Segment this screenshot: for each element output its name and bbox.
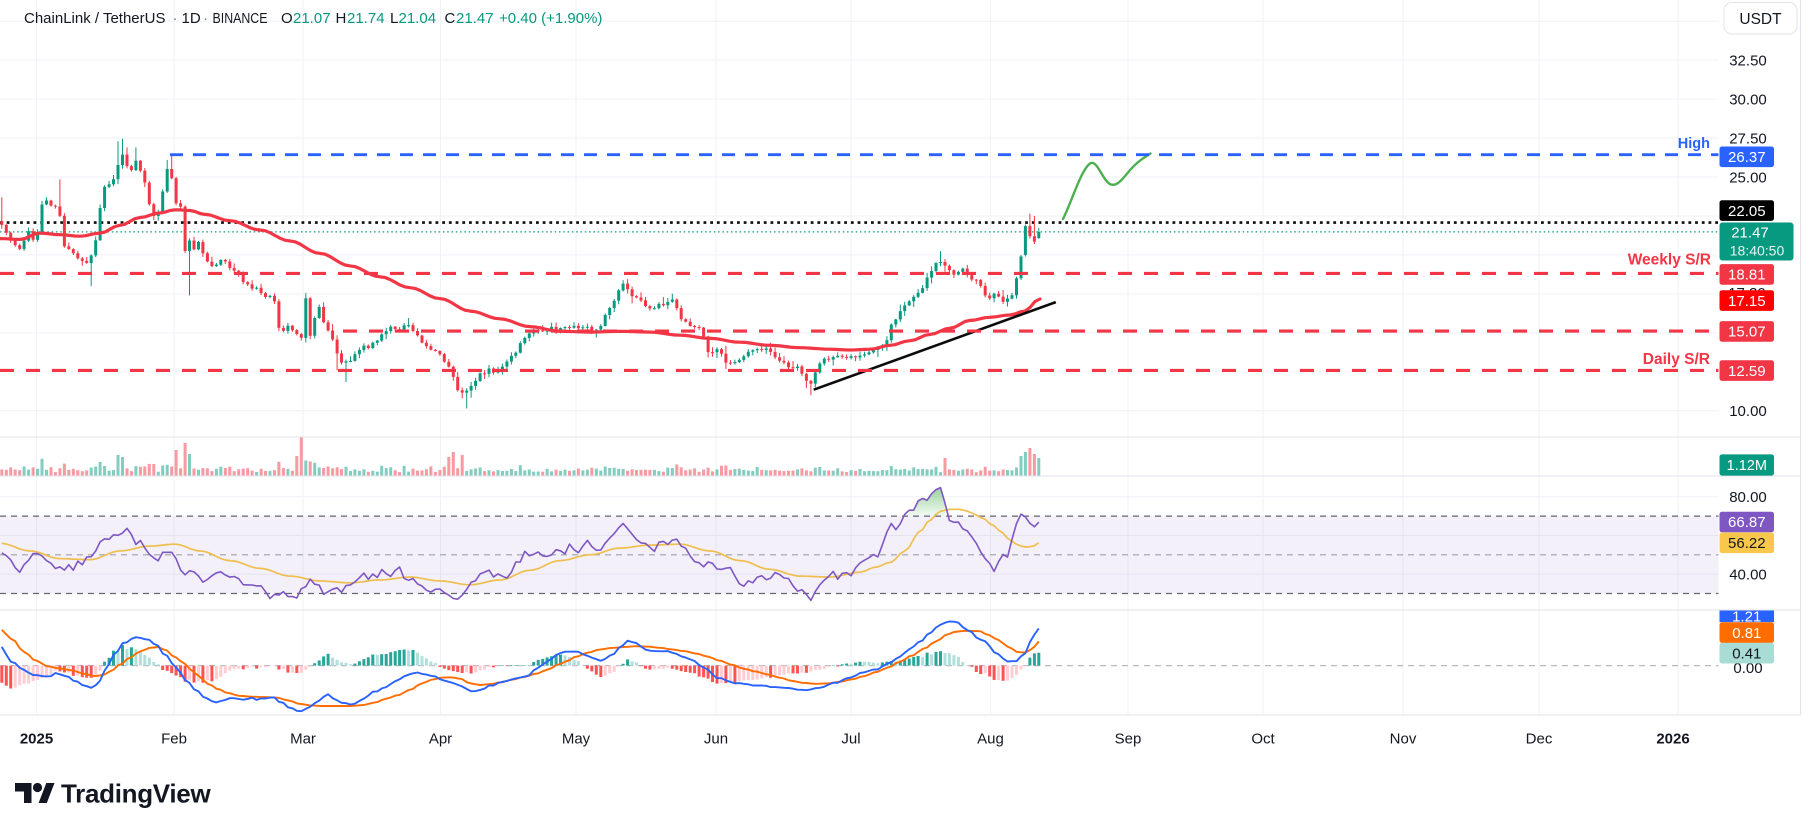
svg-text:32.50: 32.50 [1729, 52, 1767, 69]
svg-text:26.37: 26.37 [1728, 149, 1766, 166]
svg-text:Daily S/R: Daily S/R [1643, 351, 1710, 368]
svg-text:0.41: 0.41 [1732, 646, 1761, 663]
svg-text:1.21: 1.21 [1732, 608, 1761, 625]
svg-text:Oct: Oct [1251, 731, 1275, 748]
svg-text:0.81: 0.81 [1732, 625, 1761, 642]
svg-text:0.00: 0.00 [1733, 660, 1762, 677]
svg-text:USDT: USDT [1739, 11, 1782, 28]
svg-text:Jun: Jun [704, 731, 728, 748]
svg-text:18:40:50: 18:40:50 [1730, 243, 1785, 259]
svg-text:High: High [1678, 136, 1710, 152]
svg-text:66.87: 66.87 [1728, 514, 1766, 531]
svg-text:Mar: Mar [290, 731, 316, 748]
svg-text:15.07: 15.07 [1728, 324, 1766, 341]
svg-text:TradingView: TradingView [61, 779, 211, 809]
svg-text:30.00: 30.00 [1729, 91, 1767, 108]
svg-text:Dec: Dec [1526, 731, 1553, 748]
svg-text:Jul: Jul [841, 731, 860, 748]
svg-text:Sep: Sep [1115, 731, 1142, 748]
svg-text:Weekly S/R: Weekly S/R [1628, 252, 1711, 269]
svg-text:56.22: 56.22 [1728, 535, 1766, 552]
svg-text:27.50: 27.50 [1729, 130, 1767, 147]
svg-text:22.05: 22.05 [1728, 203, 1766, 220]
svg-text:1.12M: 1.12M [1727, 458, 1767, 474]
svg-text:May: May [562, 731, 591, 748]
svg-text:2025: 2025 [20, 731, 53, 748]
svg-text:10.00: 10.00 [1729, 403, 1767, 420]
svg-text:Feb: Feb [161, 731, 187, 748]
svg-text:80.00: 80.00 [1729, 489, 1767, 506]
svg-text:Nov: Nov [1390, 731, 1417, 748]
svg-text:17.15: 17.15 [1728, 293, 1766, 310]
svg-text:Apr: Apr [429, 731, 452, 748]
svg-text:40.00: 40.00 [1729, 566, 1767, 583]
svg-text:25.00: 25.00 [1729, 169, 1767, 186]
svg-text:2026: 2026 [1656, 731, 1689, 748]
svg-text:12.59: 12.59 [1728, 363, 1766, 380]
svg-text:ChainLink / TetherUS·1D·BINANC: ChainLink / TetherUS · 1D · BINANCE O21.07 H21… [24, 10, 602, 27]
svg-text:18.81: 18.81 [1728, 267, 1766, 284]
svg-text:Aug: Aug [977, 731, 1004, 748]
svg-text:21.47: 21.47 [1731, 224, 1769, 241]
